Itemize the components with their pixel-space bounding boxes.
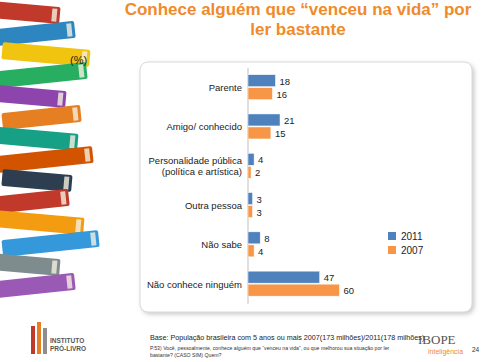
book (0, 210, 85, 235)
data-label: 15 (275, 128, 286, 139)
bar (248, 127, 271, 139)
bars (248, 75, 340, 297)
data-labels: 181621154233844760 (255, 76, 354, 297)
data-label: 21 (284, 115, 295, 126)
book (0, 1, 61, 24)
category-label: Amigo/ conhecido (166, 121, 242, 132)
logo-right-sub: inteligência (428, 348, 463, 356)
data-label: 18 (279, 76, 290, 87)
book (1, 42, 90, 67)
title: Conhece alguém que “venceu na vida” por … (118, 0, 478, 40)
book (1, 169, 72, 192)
legend-swatch (388, 232, 396, 240)
book (0, 62, 88, 89)
data-label: 3 (257, 194, 262, 205)
book (0, 189, 70, 214)
legend-label: 2011 (401, 231, 423, 242)
unit-label: (%) (70, 54, 87, 66)
data-label: 8 (264, 233, 269, 244)
logo-book (37, 322, 41, 354)
category-label: Parente (209, 82, 242, 93)
bar (248, 88, 272, 100)
book-pages (51, 8, 57, 21)
book-pages (72, 107, 78, 120)
logo-right: IBOPE (418, 332, 456, 347)
data-label: 4 (258, 246, 263, 257)
legend-swatch (388, 246, 396, 254)
bar (248, 114, 280, 126)
data-label: 2 (255, 167, 260, 178)
data-label: 3 (257, 207, 262, 218)
category-axis (248, 68, 249, 304)
book-pages (57, 92, 63, 105)
logo-book (43, 328, 47, 354)
category-labels: Parente Amigo/ conhecido Personalidade púb… (147, 82, 243, 290)
page-number: 24 (472, 346, 480, 353)
book-pages (51, 260, 57, 273)
book-pages (66, 275, 72, 288)
bar (248, 206, 253, 218)
book-pages (90, 232, 96, 245)
data-label: 4 (258, 154, 263, 165)
book (0, 126, 79, 151)
book-pages (78, 64, 84, 77)
book-pages (60, 191, 66, 204)
question-note: P.53) Você, pessoalmente, conhece alguém… (150, 345, 390, 358)
books-decoration (0, 1, 100, 298)
book-pages (75, 219, 81, 232)
category-label: Outra pessoa (185, 200, 243, 211)
legend: 2011 2007 (388, 231, 424, 256)
book-pages (63, 176, 69, 189)
bar (248, 193, 253, 205)
book-pages (66, 23, 72, 36)
bar (248, 245, 254, 257)
slide: (%)181621154233844760ParenteAmigo/ conhe… (0, 0, 486, 362)
bar (248, 284, 340, 296)
chart-frame (140, 62, 472, 312)
category-label: Não sabe (201, 239, 242, 250)
book-pages (69, 135, 75, 148)
book (0, 146, 94, 173)
bar (248, 271, 320, 283)
logo-left: INSTITUTOPRÓ-LIVRO (50, 337, 86, 352)
legend-label: 2007 (401, 245, 424, 256)
logo-book (31, 326, 35, 354)
data-label: 16 (276, 89, 287, 100)
base-note: Base: População brasileira com 5 anos ou… (150, 333, 424, 342)
bar (248, 153, 254, 165)
book (1, 230, 99, 257)
data-label: 60 (344, 285, 355, 296)
category-label: Não conhece ninguém (147, 279, 242, 290)
book (0, 273, 76, 298)
book (0, 253, 61, 276)
bar (248, 232, 260, 244)
data-label: 47 (324, 272, 335, 283)
category-label: Personalidade pública(política e artísti… (149, 155, 243, 177)
book (1, 105, 81, 130)
book (0, 85, 67, 108)
book (0, 21, 76, 46)
bar (248, 75, 275, 87)
book-pages (84, 148, 90, 161)
bar (248, 166, 251, 178)
